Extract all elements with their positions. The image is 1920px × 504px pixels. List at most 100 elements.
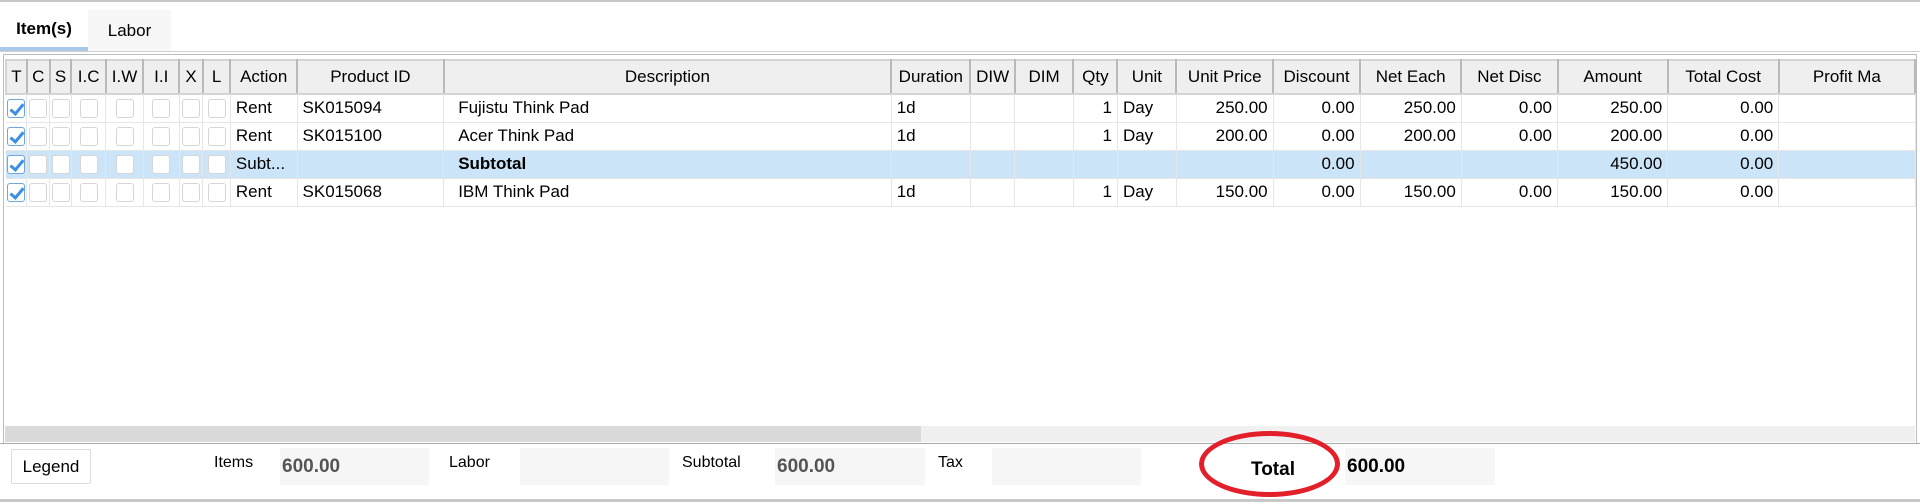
- column-header-net-disc[interactable]: Net Disc: [1460, 59, 1559, 95]
- cell-net-disc[interactable]: 0.00: [1461, 122, 1559, 151]
- cell-unit-price[interactable]: [1176, 150, 1274, 179]
- cell-description[interactable]: Subtotal: [443, 150, 892, 179]
- column-header-unit[interactable]: Unit: [1116, 59, 1178, 95]
- cell-amount[interactable]: 200.00: [1557, 122, 1669, 151]
- cell-qty[interactable]: [1073, 150, 1118, 179]
- table-row[interactable]: Rent SK015094 Fujistu Think Pad 1d 1 Day 250.0…: [6, 94, 1916, 123]
- checkbox-c[interactable]: [29, 99, 48, 119]
- column-header-s[interactable]: S: [48, 59, 73, 95]
- column-header-i-i[interactable]: I.I: [142, 59, 181, 95]
- cell-diw[interactable]: [970, 178, 1016, 207]
- checkbox-l[interactable]: [207, 183, 226, 202]
- checkbox-x[interactable]: [182, 99, 201, 119]
- table-row[interactable]: Rent SK015068 IBM Think Pad 1d 1 Day 150.00 0.0…: [6, 178, 1916, 207]
- column-header-i-w[interactable]: I.W: [104, 59, 145, 95]
- cell-product-id[interactable]: [297, 150, 445, 179]
- checkbox-ii[interactable]: [152, 99, 171, 119]
- cell-unit[interactable]: Day: [1117, 94, 1177, 123]
- column-header-product-id[interactable]: Product ID: [296, 59, 445, 95]
- checkbox-l[interactable]: [207, 155, 226, 174]
- cell-amount[interactable]: 250.00: [1557, 94, 1669, 123]
- column-header-x[interactable]: X: [178, 59, 204, 95]
- checkbox-s[interactable]: [51, 183, 70, 202]
- checkbox-c[interactable]: [29, 183, 48, 202]
- cell-unit[interactable]: Day: [1117, 178, 1177, 207]
- tab-items[interactable]: Item(s): [0, 10, 88, 51]
- cell-discount[interactable]: 0.00: [1273, 178, 1361, 207]
- cell-discount[interactable]: 0.00: [1273, 94, 1361, 123]
- column-header-amount[interactable]: Amount: [1556, 59, 1669, 95]
- column-header-profit-ma[interactable]: Profit Ma: [1777, 59, 1916, 95]
- cell-diw[interactable]: [970, 122, 1016, 151]
- cell-action[interactable]: Subt...: [230, 150, 298, 179]
- cell-total-cost[interactable]: 0.00: [1667, 150, 1780, 179]
- checkbox-ii[interactable]: [152, 183, 171, 202]
- column-header-duration[interactable]: Duration: [890, 59, 972, 95]
- checkbox-iw[interactable]: [115, 155, 134, 174]
- cell-discount[interactable]: 0.00: [1273, 150, 1361, 179]
- checkbox-t[interactable]: [7, 183, 26, 202]
- cell-duration[interactable]: 1d: [891, 178, 971, 207]
- checkbox-ic[interactable]: [79, 155, 98, 174]
- cell-qty[interactable]: 1: [1073, 94, 1118, 123]
- column-header-dim[interactable]: DIM: [1013, 59, 1075, 95]
- tab-labor[interactable]: Labor: [88, 10, 171, 51]
- cell-net-each[interactable]: [1360, 150, 1462, 179]
- cell-diw[interactable]: [970, 150, 1016, 179]
- cell-profit[interactable]: [1778, 150, 1916, 179]
- cell-duration[interactable]: 1d: [891, 122, 971, 151]
- checkbox-ii[interactable]: [152, 127, 171, 146]
- cell-total-cost[interactable]: 0.00: [1667, 94, 1780, 123]
- cell-product-id[interactable]: SK015068: [297, 178, 445, 207]
- cell-dim[interactable]: [1014, 94, 1074, 123]
- cell-total-cost[interactable]: 0.00: [1667, 122, 1780, 151]
- checkbox-l[interactable]: [207, 127, 226, 146]
- column-header-i-c[interactable]: I.C: [70, 59, 107, 95]
- column-header-description[interactable]: Description: [442, 59, 893, 95]
- cell-discount[interactable]: 0.00: [1273, 122, 1361, 151]
- cell-net-disc[interactable]: [1461, 150, 1559, 179]
- cell-dim[interactable]: [1014, 122, 1074, 151]
- scrollbar-thumb[interactable]: [5, 426, 921, 442]
- column-header-discount[interactable]: Discount: [1272, 59, 1362, 95]
- cell-product-id[interactable]: SK015094: [297, 94, 445, 123]
- column-header-unit-price[interactable]: Unit Price: [1175, 59, 1275, 95]
- checkbox-s[interactable]: [51, 99, 70, 119]
- cell-qty[interactable]: 1: [1073, 122, 1118, 151]
- cell-net-each[interactable]: 150.00: [1360, 178, 1462, 207]
- checkbox-x[interactable]: [182, 155, 201, 174]
- cell-product-id[interactable]: SK015100: [297, 122, 445, 151]
- checkbox-x[interactable]: [182, 127, 201, 146]
- checkbox-c[interactable]: [29, 127, 48, 146]
- column-header-net-each[interactable]: Net Each: [1359, 59, 1463, 95]
- cell-unit[interactable]: [1117, 150, 1177, 179]
- checkbox-iw[interactable]: [115, 127, 134, 146]
- cell-qty[interactable]: 1: [1073, 178, 1118, 207]
- checkbox-iw[interactable]: [115, 183, 134, 202]
- column-header-t[interactable]: T: [5, 59, 28, 95]
- column-header-total-cost[interactable]: Total Cost: [1666, 59, 1780, 95]
- cell-unit-price[interactable]: 200.00: [1176, 122, 1274, 151]
- checkbox-c[interactable]: [29, 155, 48, 174]
- cell-action[interactable]: Rent: [230, 94, 298, 123]
- cell-unit-price[interactable]: 250.00: [1176, 94, 1274, 123]
- cell-net-each[interactable]: 200.00: [1360, 122, 1462, 151]
- column-header-action[interactable]: Action: [229, 59, 299, 95]
- cell-description[interactable]: Fujistu Think Pad: [443, 94, 892, 123]
- column-header-c[interactable]: C: [25, 59, 51, 95]
- cell-net-disc[interactable]: 0.00: [1461, 178, 1559, 207]
- cell-duration[interactable]: [891, 150, 971, 179]
- checkbox-iw[interactable]: [115, 99, 134, 119]
- checkbox-ic[interactable]: [79, 127, 98, 146]
- checkbox-t[interactable]: [7, 155, 26, 174]
- checkbox-t[interactable]: [7, 99, 26, 119]
- cell-unit-price[interactable]: 150.00: [1176, 178, 1274, 207]
- cell-description[interactable]: Acer Think Pad: [443, 122, 892, 151]
- legend-button[interactable]: Legend: [11, 449, 91, 484]
- cell-net-each[interactable]: 250.00: [1360, 94, 1462, 123]
- column-header-diw[interactable]: DIW: [969, 59, 1016, 95]
- cell-total-cost[interactable]: 0.00: [1667, 178, 1780, 207]
- horizontal-scrollbar[interactable]: [5, 426, 1915, 442]
- cell-diw[interactable]: [970, 94, 1016, 123]
- cell-dim[interactable]: [1014, 150, 1074, 179]
